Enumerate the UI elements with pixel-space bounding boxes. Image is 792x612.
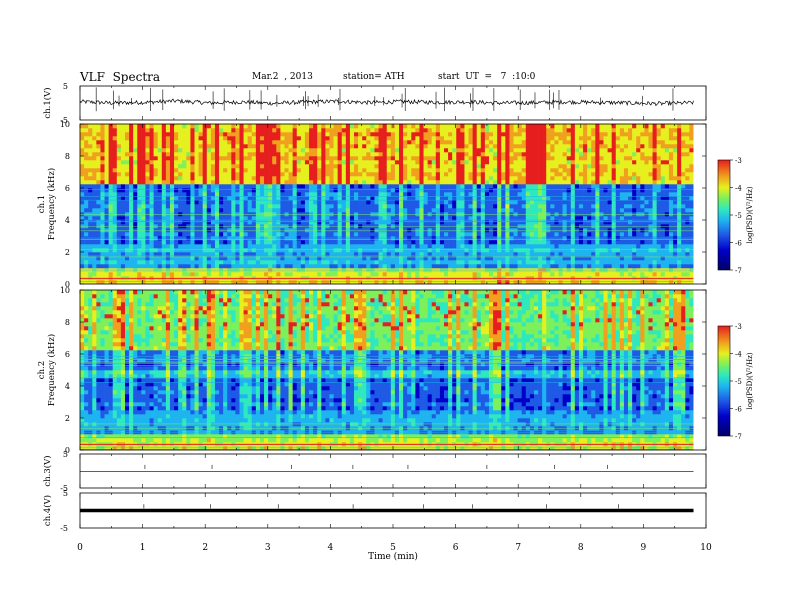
x-tick-label: 5 bbox=[390, 543, 396, 553]
y-axis-label-1-2: Frequency (kHz) bbox=[46, 168, 57, 240]
y-tick-label: 6 bbox=[65, 350, 70, 359]
x-tick-label: 9 bbox=[641, 543, 647, 553]
colorbar-tick-label: -4 bbox=[735, 185, 742, 193]
spectrogram-1 bbox=[80, 124, 694, 285]
y-tick-label: 8 bbox=[65, 318, 70, 327]
x-tick-label: 8 bbox=[578, 543, 584, 553]
colorbar-tick-label: -5 bbox=[735, 378, 742, 386]
colorbar-1 bbox=[717, 159, 731, 271]
x-tick-label: 4 bbox=[328, 543, 334, 553]
y-axis-label-1: ch.1 bbox=[37, 195, 47, 213]
y-tick-label: 0 bbox=[65, 280, 70, 289]
y-tick-label: 4 bbox=[65, 216, 70, 225]
y-axis-label-2: ch.2 bbox=[37, 361, 47, 379]
x-tick-label: 10 bbox=[700, 543, 712, 553]
y-axis-label-0: ch.1(V) bbox=[42, 87, 53, 118]
x-tick-label: 2 bbox=[202, 543, 208, 553]
no-data-area bbox=[693, 124, 706, 284]
y-tick-label: -5 bbox=[60, 484, 68, 493]
x-axis-label: Time (min) bbox=[368, 551, 418, 562]
x-tick-label: 1 bbox=[140, 543, 146, 553]
start-time-label: start UT = 7 :10:0 bbox=[438, 72, 536, 82]
y-tick-label: 5 bbox=[63, 450, 68, 459]
date-label: Mar.2 , 2013 bbox=[252, 72, 313, 82]
x-tick-label: 3 bbox=[265, 543, 271, 553]
y-tick-label: 5 bbox=[63, 489, 68, 498]
colorbar-tick-label: -5 bbox=[735, 212, 742, 220]
colorbar-tick-label: -7 bbox=[735, 433, 742, 441]
x-tick-label: 6 bbox=[453, 543, 459, 553]
figure-title: VLF Spectra bbox=[80, 70, 161, 84]
y-tick-label: 8 bbox=[65, 152, 70, 161]
y-tick-label: 0 bbox=[65, 446, 70, 455]
station-label: station= ATH bbox=[343, 72, 405, 82]
colorbar-tick-label: -7 bbox=[735, 267, 742, 275]
colorbar-tick-label: -3 bbox=[735, 157, 742, 165]
y-tick-label: 2 bbox=[65, 414, 70, 423]
colorbar-label: log(PSD)(V²/Hz) bbox=[746, 186, 754, 243]
y-axis-label-4: ch.4(V) bbox=[42, 495, 53, 526]
x-tick-label: 7 bbox=[515, 543, 521, 553]
y-tick-label: 5 bbox=[63, 82, 68, 91]
y-tick-label: 6 bbox=[65, 184, 70, 193]
colorbar-2 bbox=[717, 325, 731, 437]
no-data-area bbox=[693, 290, 706, 450]
colorbar-tick-label: -6 bbox=[735, 406, 742, 414]
colorbar-tick-label: -6 bbox=[735, 240, 742, 248]
y-tick-label: 2 bbox=[65, 248, 70, 257]
trace-0 bbox=[79, 98, 694, 107]
x-tick-label: 0 bbox=[77, 543, 83, 553]
colorbar-label: log(PSD)(V²/Hz) bbox=[746, 352, 754, 409]
y-tick-label: 4 bbox=[65, 382, 70, 391]
colorbar-tick-label: -3 bbox=[735, 323, 742, 331]
y-axis-label-2-2: Frequency (kHz) bbox=[46, 334, 57, 406]
spectrogram-2 bbox=[80, 290, 694, 451]
y-tick-label: 10 bbox=[60, 286, 70, 295]
colorbar-tick-label: -4 bbox=[735, 351, 742, 359]
y-tick-label: -5 bbox=[60, 524, 68, 533]
y-axis-label-3: ch.3(V) bbox=[42, 455, 53, 486]
y-tick-label: 10 bbox=[60, 120, 70, 129]
y-tick-label: -5 bbox=[60, 116, 68, 125]
